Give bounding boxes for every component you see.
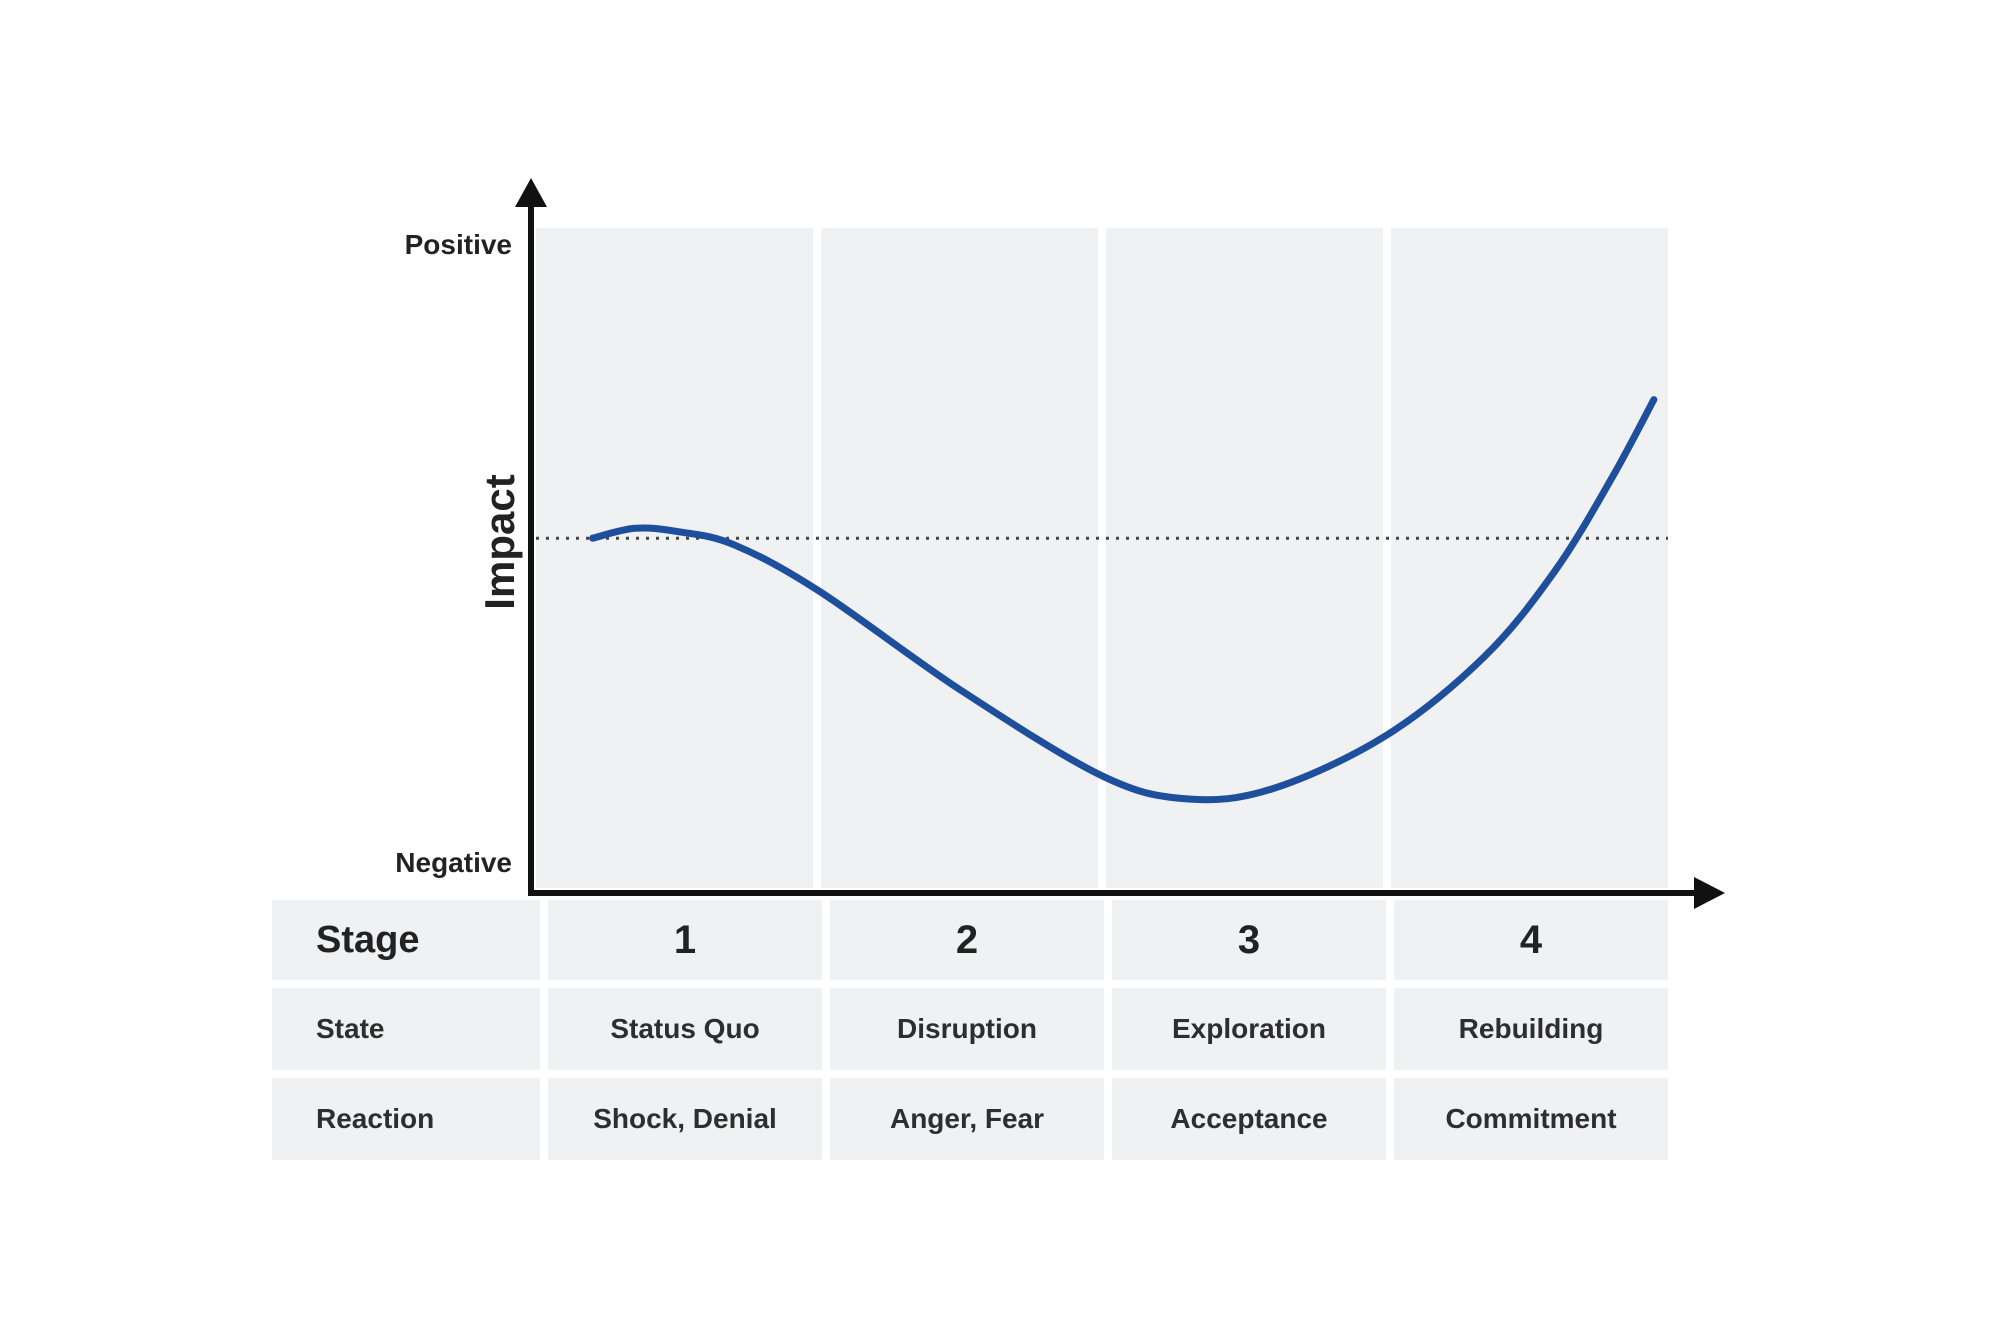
reaction-cell: Commitment bbox=[1394, 1078, 1668, 1160]
y-axis-negative-label: Negative bbox=[395, 847, 512, 878]
y-axis-arrow-icon bbox=[515, 178, 547, 207]
y-axis bbox=[515, 178, 547, 893]
state-cell: Rebuilding bbox=[1394, 988, 1668, 1070]
stage-panel bbox=[1391, 228, 1668, 888]
stage-number: 1 bbox=[548, 900, 822, 980]
y-axis-title: Impact bbox=[476, 474, 523, 609]
state-cell: Exploration bbox=[1112, 988, 1386, 1070]
stage-number: 2 bbox=[830, 900, 1104, 980]
stage-panel bbox=[536, 228, 813, 888]
reaction-cell: Shock, Denial bbox=[548, 1078, 822, 1160]
state-cell: Disruption bbox=[830, 988, 1104, 1070]
stage-panels bbox=[536, 228, 1668, 888]
stage-panel bbox=[1106, 228, 1383, 888]
x-axis bbox=[528, 877, 1725, 909]
y-axis-positive-label: Positive bbox=[405, 229, 512, 260]
stage-table: Stage 1 2 3 4 State Status Quo Disruptio… bbox=[272, 900, 1668, 1160]
stage-panel bbox=[821, 228, 1098, 888]
stage-number: 4 bbox=[1394, 900, 1668, 980]
reaction-row-label: Reaction bbox=[272, 1078, 540, 1160]
state-cell: Status Quo bbox=[548, 988, 822, 1070]
reaction-cell: Anger, Fear bbox=[830, 1078, 1104, 1160]
x-axis-arrow-icon bbox=[1694, 877, 1725, 909]
impact-curve bbox=[589, 396, 1658, 804]
state-row-label: State bbox=[272, 988, 540, 1070]
stage-row-label: Stage bbox=[272, 900, 540, 980]
reaction-cell: Acceptance bbox=[1112, 1078, 1386, 1160]
stage-number: 3 bbox=[1112, 900, 1386, 980]
